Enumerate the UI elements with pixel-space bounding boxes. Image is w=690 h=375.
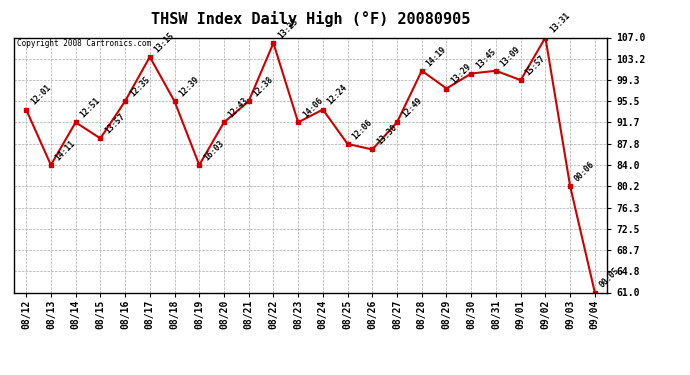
- Text: 13:31: 13:31: [548, 11, 572, 35]
- Text: 14:11: 14:11: [54, 139, 77, 162]
- Text: 13:57: 13:57: [103, 112, 127, 136]
- Text: 12:39: 12:39: [177, 75, 201, 99]
- Text: 12:35: 12:35: [128, 75, 151, 99]
- Text: 12:06: 12:06: [351, 117, 374, 141]
- Text: THSW Index Daily High (°F) 20080905: THSW Index Daily High (°F) 20080905: [151, 11, 470, 27]
- Text: 13:09: 13:09: [499, 44, 522, 68]
- Text: 12:01: 12:01: [29, 83, 52, 107]
- Text: 16:03: 16:03: [202, 139, 226, 162]
- Text: 13:29: 13:29: [449, 62, 473, 86]
- Text: 12:51: 12:51: [79, 96, 102, 120]
- Text: 00:06: 00:06: [573, 160, 596, 183]
- Text: 12:49: 12:49: [400, 96, 424, 120]
- Text: 13:15: 13:15: [152, 30, 176, 54]
- Text: 15:57: 15:57: [524, 54, 547, 77]
- Text: 13:30: 13:30: [375, 123, 399, 147]
- Text: 14:06: 14:06: [301, 96, 324, 120]
- Text: 12:38: 12:38: [251, 75, 275, 99]
- Text: 00:05: 00:05: [598, 266, 621, 290]
- Text: Copyright 2008 Cartronics.com: Copyright 2008 Cartronics.com: [17, 39, 151, 48]
- Text: 13:23: 13:23: [276, 16, 299, 40]
- Text: 14:19: 14:19: [424, 44, 448, 68]
- Text: 12:43: 12:43: [227, 96, 250, 120]
- Text: 12:24: 12:24: [326, 83, 349, 107]
- Text: 13:45: 13:45: [474, 47, 497, 71]
